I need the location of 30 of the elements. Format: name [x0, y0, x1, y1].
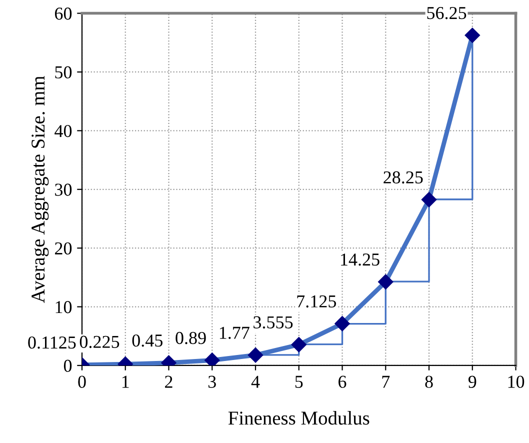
x-tick-label: 5 — [295, 376, 303, 388]
y-tick-label: 10 — [56, 301, 72, 314]
x-tick-label: 3 — [208, 376, 216, 388]
y-tick-label: 30 — [55, 184, 72, 196]
x-axis-title: Fineness Modulus — [228, 411, 370, 425]
x-tick-label: 1 — [122, 376, 129, 388]
x-tick-label: 4 — [251, 376, 260, 388]
y-tick-label: 60 — [54, 8, 72, 20]
y-tick-label: 20 — [55, 242, 72, 255]
x-tick-label: 7 — [382, 376, 390, 388]
data-label: 7.125 — [297, 295, 336, 308]
data-label: 1.77 — [220, 326, 250, 339]
x-tick-label: 2 — [165, 376, 172, 388]
data-label: 0.89 — [176, 332, 206, 344]
data-label: 28.25 — [384, 171, 423, 184]
data-label: 56.25 — [427, 7, 466, 20]
y-tick-label: 0 — [64, 360, 72, 372]
data-label: 3.555 — [254, 316, 293, 329]
y-axis-title: Average Aggregate Size. mm — [32, 76, 49, 303]
data-label: 0.45 — [132, 334, 162, 347]
y-tick-label: 50 — [55, 66, 72, 78]
x-tick-label: 9 — [468, 376, 476, 388]
data-label: 14.25 — [341, 254, 380, 266]
x-tick-label: 0 — [78, 376, 86, 388]
data-label: 0.1125 — [28, 336, 76, 349]
x-tick-label: 10 — [508, 376, 524, 388]
data-label: 0.225 — [80, 336, 120, 348]
x-tick-label: 6 — [338, 376, 346, 388]
x-tick-label: 8 — [425, 376, 433, 388]
y-tick-label: 40 — [54, 124, 72, 138]
